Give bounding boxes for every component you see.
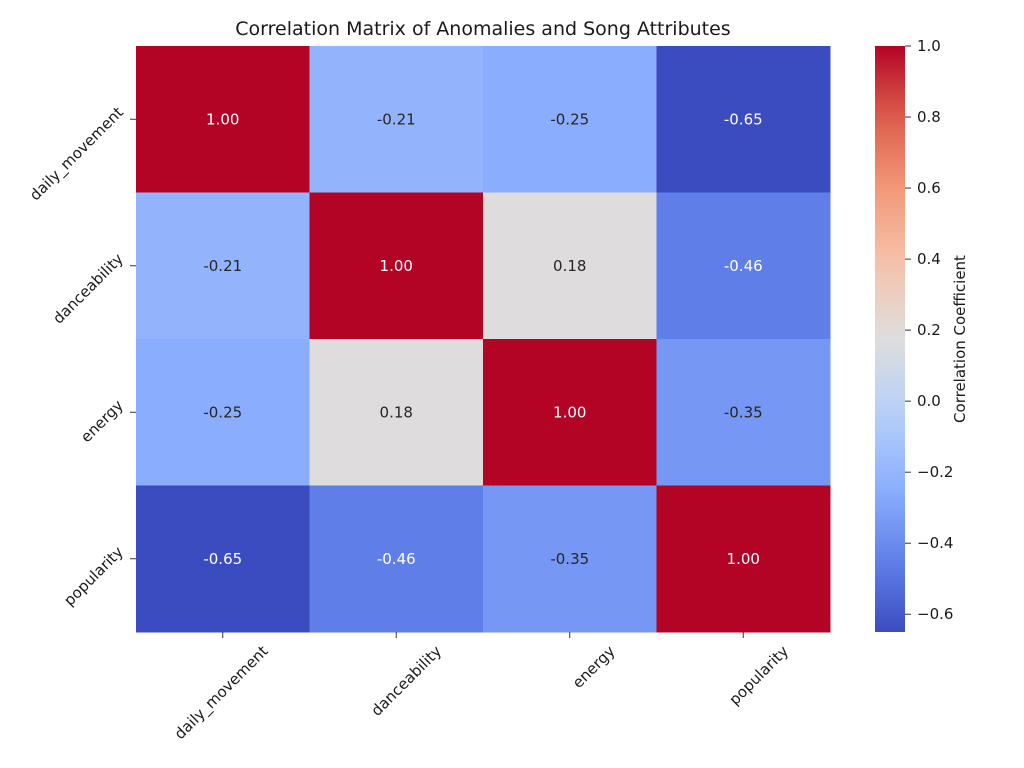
cell-value-label: 1.00 (206, 110, 239, 128)
cell-value-label: 1.00 (380, 257, 413, 275)
x-tick-label: popularity (725, 642, 792, 709)
cell-value-label: 0.18 (553, 257, 586, 275)
chart-title: Correlation Matrix of Anomalies and Song… (235, 18, 730, 40)
heatmap-cell (656, 339, 831, 486)
colorbar: 1.0 0.8 0.6 0.4 0.2 0.0 −0.2 −0.4 −0.6 Correlati… (875, 37, 969, 632)
colorbar-label: Correlation Coefficient (951, 255, 969, 423)
cell-value-label: -0.25 (550, 110, 589, 128)
colorbar-tick-label: 0.6 (917, 179, 941, 197)
colorbar-gradient (875, 46, 905, 632)
y-tick-label: daily_movement (26, 103, 128, 205)
heatmap-cell (483, 46, 657, 193)
colorbar-tick-label: 0.0 (917, 392, 941, 410)
heatmap-cell (136, 339, 310, 486)
x-tick-label: energy (569, 642, 619, 692)
cell-value-label: 1.00 (727, 550, 760, 568)
colorbar-tick-label: −0.2 (917, 463, 953, 481)
heatmap-cell (656, 192, 831, 340)
heatmap-cell (136, 485, 310, 633)
heatmap-cell (483, 192, 657, 340)
cell-value-label: -0.65 (724, 110, 763, 128)
heatmap-cells: 1.00 -0.21 -0.25 -0.65 -0.21 1.00 0.18 -0.46 -0.… (136, 46, 831, 633)
x-tick-label: danceability (368, 642, 446, 720)
cell-value-label: -0.46 (377, 550, 416, 568)
heatmap-cell (136, 192, 310, 340)
colorbar-tick-label: 1.0 (917, 37, 941, 55)
x-tick-label: daily_movement (171, 642, 273, 744)
colorbar-ticks: 1.0 0.8 0.6 0.4 0.2 0.0 −0.2 −0.4 −0.6 (905, 37, 953, 623)
y-axis: daily_movement danceability energy populari… (26, 103, 136, 609)
cell-value-label: -0.25 (203, 403, 242, 421)
cell-value-label: 0.18 (380, 403, 413, 421)
x-axis: daily_movement danceability energy populari… (171, 632, 792, 744)
cell-value-label: -0.35 (550, 550, 589, 568)
colorbar-tick-label: −0.6 (917, 605, 953, 623)
heatmap-cell (136, 46, 310, 193)
colorbar-tick-label: 0.2 (917, 321, 941, 339)
colorbar-tick-label: 0.4 (917, 250, 941, 268)
y-tick-label: energy (77, 396, 127, 446)
heatmap-cell (656, 46, 831, 193)
colorbar-tick-label: −0.4 (917, 534, 953, 552)
cell-value-label: 1.00 (553, 403, 586, 421)
cell-value-label: -0.35 (724, 403, 763, 421)
cell-value-label: -0.65 (203, 550, 242, 568)
heatmap-cell (483, 339, 657, 486)
y-tick-label: danceability (49, 250, 127, 328)
colorbar-tick-label: 0.8 (917, 108, 941, 126)
heatmap-cell (309, 46, 484, 193)
cell-value-label: -0.21 (377, 110, 416, 128)
cell-value-label: -0.21 (203, 257, 242, 275)
cell-value-label: -0.46 (724, 257, 763, 275)
heatmap-cell (309, 485, 484, 633)
heatmap-cell (309, 339, 484, 486)
heatmap-cell (309, 192, 484, 340)
heatmap-cell (656, 485, 831, 633)
y-tick-label: popularity (60, 543, 127, 610)
heatmap-cell (483, 485, 657, 633)
